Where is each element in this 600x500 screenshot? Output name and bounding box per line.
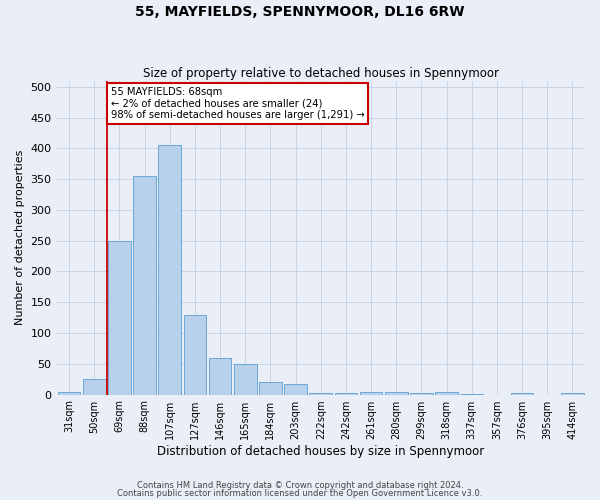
Bar — [133, 176, 156, 394]
Bar — [284, 384, 307, 394]
Bar — [435, 392, 458, 394]
Bar — [209, 358, 232, 395]
Bar — [58, 392, 80, 394]
Bar — [385, 392, 407, 394]
Bar — [234, 364, 257, 394]
Bar — [310, 392, 332, 394]
Bar — [360, 392, 382, 394]
Bar — [259, 382, 282, 394]
Text: 55, MAYFIELDS, SPENNYMOOR, DL16 6RW: 55, MAYFIELDS, SPENNYMOOR, DL16 6RW — [135, 5, 465, 19]
Text: 55 MAYFIELDS: 68sqm
← 2% of detached houses are smaller (24)
98% of semi-detache: 55 MAYFIELDS: 68sqm ← 2% of detached hou… — [110, 87, 364, 120]
Bar — [158, 146, 181, 394]
Bar — [184, 314, 206, 394]
X-axis label: Distribution of detached houses by size in Spennymoor: Distribution of detached houses by size … — [157, 444, 484, 458]
Bar — [108, 240, 131, 394]
Text: Contains HM Land Registry data © Crown copyright and database right 2024.: Contains HM Land Registry data © Crown c… — [137, 480, 463, 490]
Y-axis label: Number of detached properties: Number of detached properties — [15, 150, 25, 326]
Text: Contains public sector information licensed under the Open Government Licence v3: Contains public sector information licen… — [118, 489, 482, 498]
Bar — [83, 379, 106, 394]
Title: Size of property relative to detached houses in Spennymoor: Size of property relative to detached ho… — [143, 66, 499, 80]
